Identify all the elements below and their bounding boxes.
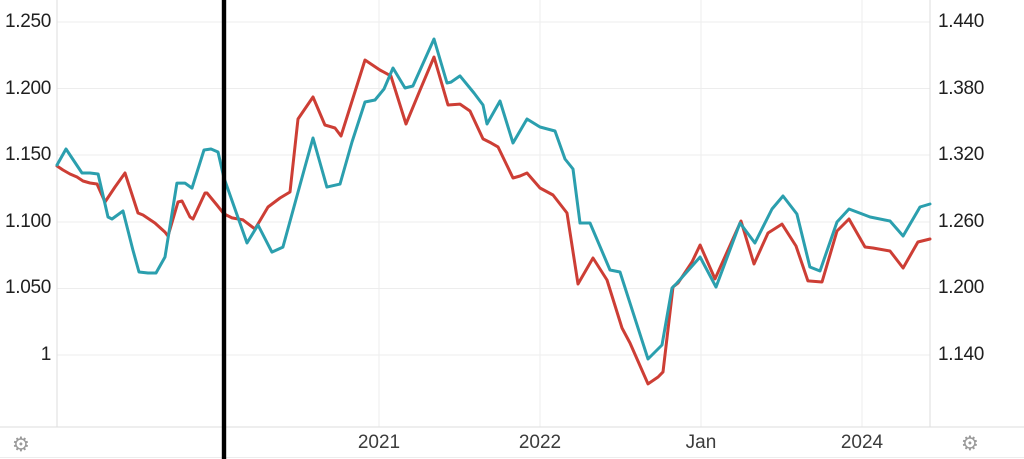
right-axis-tick: 1.260 bbox=[938, 211, 985, 232]
left-axis-tick: 1.100 bbox=[4, 211, 51, 232]
right-axis-tick: 1.200 bbox=[938, 277, 985, 298]
left-axis-tick: 1.150 bbox=[4, 144, 51, 165]
right-axis-tick: 1.440 bbox=[938, 11, 985, 32]
x-axis-label-2021: 2021 bbox=[357, 432, 401, 453]
right-axis-tick: 1.140 bbox=[938, 344, 985, 365]
settings-gear-icon[interactable]: ⚙ bbox=[9, 432, 33, 456]
left-axis-tick: 1.050 bbox=[4, 277, 51, 298]
x-axis-label-jan: Jan bbox=[685, 432, 717, 453]
right-axis-tick: 1.320 bbox=[938, 144, 985, 165]
left-axis-tick: 1.200 bbox=[4, 78, 51, 99]
x-axis-label-2022: 2022 bbox=[518, 432, 562, 453]
x-axis-label-2024: 2024 bbox=[840, 432, 884, 453]
settings-gear-icon[interactable]: ⚙ bbox=[958, 431, 982, 455]
red-line[interactable] bbox=[55, 55, 932, 386]
right-axis-tick: 1.380 bbox=[938, 78, 985, 99]
left-axis-tick: 1 bbox=[40, 344, 52, 365]
teal-line[interactable] bbox=[55, 37, 932, 361]
event-marker-line bbox=[221, 0, 227, 459]
left-axis-tick: 1.250 bbox=[4, 11, 51, 32]
